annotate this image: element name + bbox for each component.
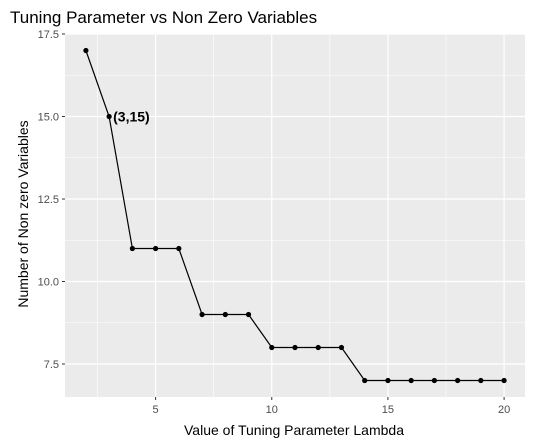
x-tick-label: 15: [382, 404, 394, 416]
x-tick-label: 20: [498, 404, 510, 416]
data-point: [153, 245, 159, 252]
y-axis-title: Number of Non zero Variables: [15, 120, 31, 307]
annotations: (3,15): [113, 109, 150, 125]
data-point: [176, 245, 182, 252]
x-axis-ticks: 5 10 15 20: [153, 397, 510, 416]
annotation-label: (3,15): [113, 109, 150, 125]
y-tick-label: 17.5: [38, 29, 59, 41]
major-gridlines: [65, 33, 525, 397]
data-point: [269, 344, 275, 351]
y-axis-ticks: 7.5 10.0 12.5 15.0 17.5: [38, 29, 65, 371]
data-point: [431, 377, 437, 384]
data-point: [292, 344, 298, 351]
data-point: [315, 344, 321, 351]
data-point: [362, 377, 368, 384]
x-tick-label: 10: [266, 404, 278, 416]
data-point: [385, 377, 391, 384]
x-axis-title: Value of Tuning Parameter Lambda: [184, 422, 404, 438]
chart-title: Tuning Parameter vs Non Zero Variables: [10, 8, 317, 27]
data-point: [129, 245, 135, 252]
plot-panel: [65, 34, 525, 397]
data-point: [478, 377, 484, 384]
data-point: [106, 113, 112, 120]
data-point: [199, 311, 205, 318]
y-tick-label: 10.0: [38, 277, 59, 289]
y-tick-label: 7.5: [44, 359, 59, 371]
data-point: [501, 377, 507, 384]
data-point: [245, 311, 252, 318]
minor-gridlines: [65, 34, 525, 397]
y-tick-label: 12.5: [38, 194, 59, 206]
data-points: [83, 47, 507, 384]
data-point: [408, 377, 414, 384]
x-tick-label: 5: [153, 404, 159, 416]
data-point: [83, 47, 89, 54]
data-point: [455, 377, 461, 384]
data-point: [338, 344, 345, 351]
y-tick-label: 15.0: [38, 112, 59, 124]
data-point: [222, 311, 228, 318]
